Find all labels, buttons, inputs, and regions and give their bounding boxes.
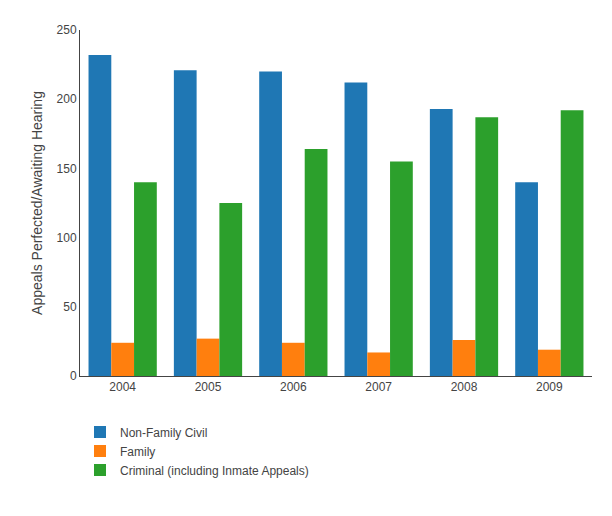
svg-text:250: 250 xyxy=(57,23,77,37)
svg-text:Appeals Perfected/Awaiting Hea: Appeals Perfected/Awaiting Hearing xyxy=(29,91,45,315)
svg-text:150: 150 xyxy=(57,162,77,176)
svg-text:2009: 2009 xyxy=(536,380,563,394)
svg-text:Criminal (including Inmate App: Criminal (including Inmate Appeals) xyxy=(120,464,309,478)
svg-text:200: 200 xyxy=(57,92,77,106)
svg-text:100: 100 xyxy=(57,231,77,245)
svg-text:50: 50 xyxy=(63,300,77,314)
svg-text:2004: 2004 xyxy=(109,380,136,394)
svg-text:2006: 2006 xyxy=(280,380,307,394)
svg-text:2007: 2007 xyxy=(365,380,392,394)
svg-text:Family: Family xyxy=(120,445,155,459)
svg-text:0: 0 xyxy=(70,369,77,383)
svg-text:2005: 2005 xyxy=(195,380,222,394)
svg-text:2008: 2008 xyxy=(451,380,478,394)
svg-text:Non-Family Civil: Non-Family Civil xyxy=(120,426,207,440)
